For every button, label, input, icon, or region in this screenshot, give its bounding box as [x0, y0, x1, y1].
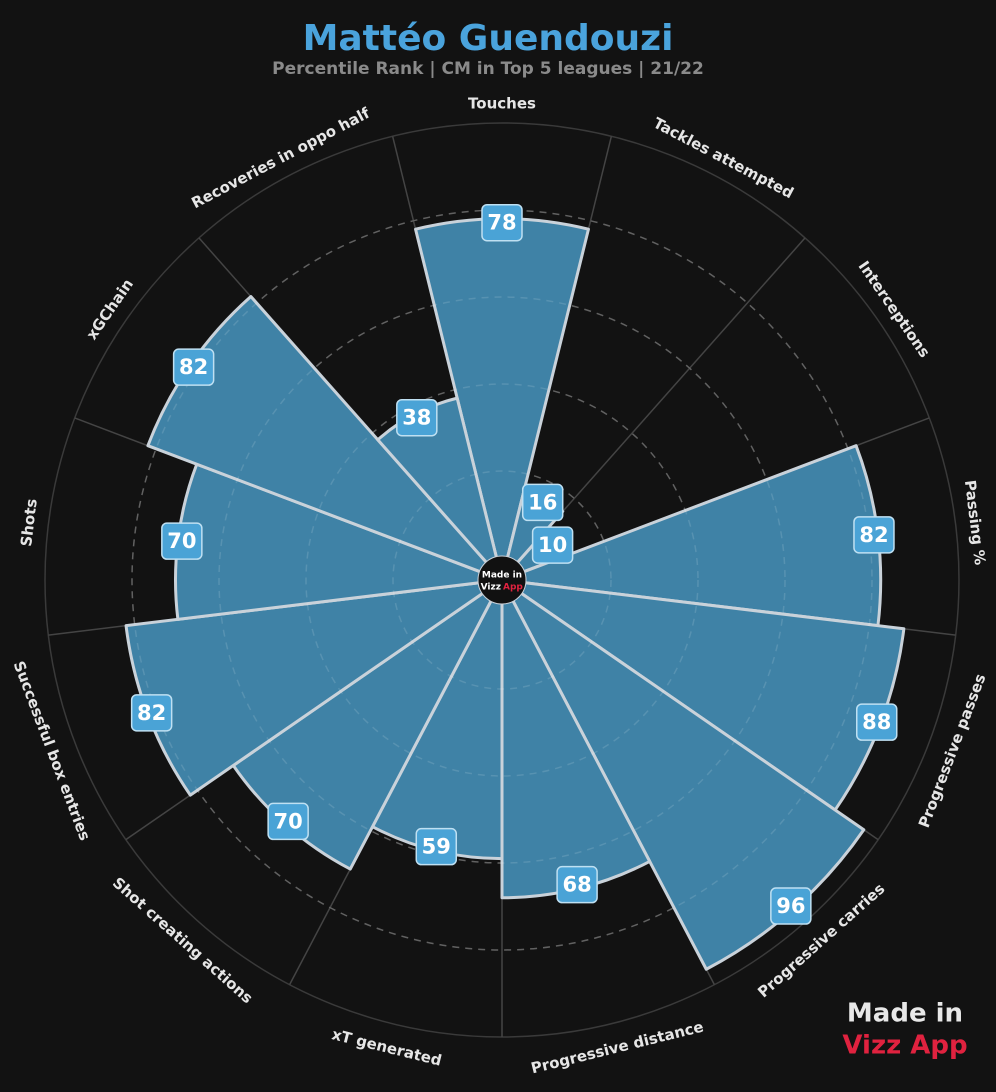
value-label: 78: [487, 211, 516, 235]
value-box: [161, 522, 203, 560]
grid-ring-overlay: [392, 470, 612, 690]
value-label: 10: [538, 533, 567, 557]
value-box: [481, 203, 523, 242]
value-label: 82: [859, 523, 888, 547]
value-box: [130, 694, 173, 732]
value-label: 82: [179, 355, 208, 379]
category-label: Touches: [468, 95, 536, 113]
value-box: [853, 516, 895, 554]
value-box: [770, 887, 812, 925]
watermark-line2: Vizz App: [842, 1031, 967, 1061]
value-label: 82: [137, 701, 166, 725]
value-box: [521, 483, 564, 522]
logo-word1: Vizz: [481, 583, 501, 593]
value-label: 16: [528, 490, 557, 514]
divider: [516, 237, 806, 565]
logo-line1: Made in: [482, 571, 522, 581]
value-label: 38: [402, 406, 431, 430]
chart-title: Mattéo Guendouzi: [303, 18, 674, 59]
value-box: [396, 398, 438, 437]
value-label: 88: [862, 710, 891, 734]
value-box: [172, 348, 215, 386]
center-logo: [477, 555, 527, 605]
value-box: [267, 802, 309, 841]
logo-word2: App: [503, 583, 523, 593]
value-label: 70: [167, 529, 196, 553]
value-box: [415, 827, 458, 866]
grid-ring-overlay: [305, 383, 699, 777]
value-box: [556, 865, 598, 904]
value-label: 59: [422, 835, 451, 859]
category-label: Shots: [17, 498, 41, 548]
value-label: 70: [274, 809, 303, 833]
value-label: 68: [562, 873, 591, 897]
grid-ring-overlay: [218, 296, 786, 864]
chart-subtitle: Percentile Rank | CM in Top 5 leagues | …: [272, 59, 704, 79]
value-box: [856, 703, 898, 741]
value-label: 96: [776, 894, 805, 918]
value-box: [531, 526, 574, 564]
watermark-line1: Made in: [847, 999, 963, 1029]
